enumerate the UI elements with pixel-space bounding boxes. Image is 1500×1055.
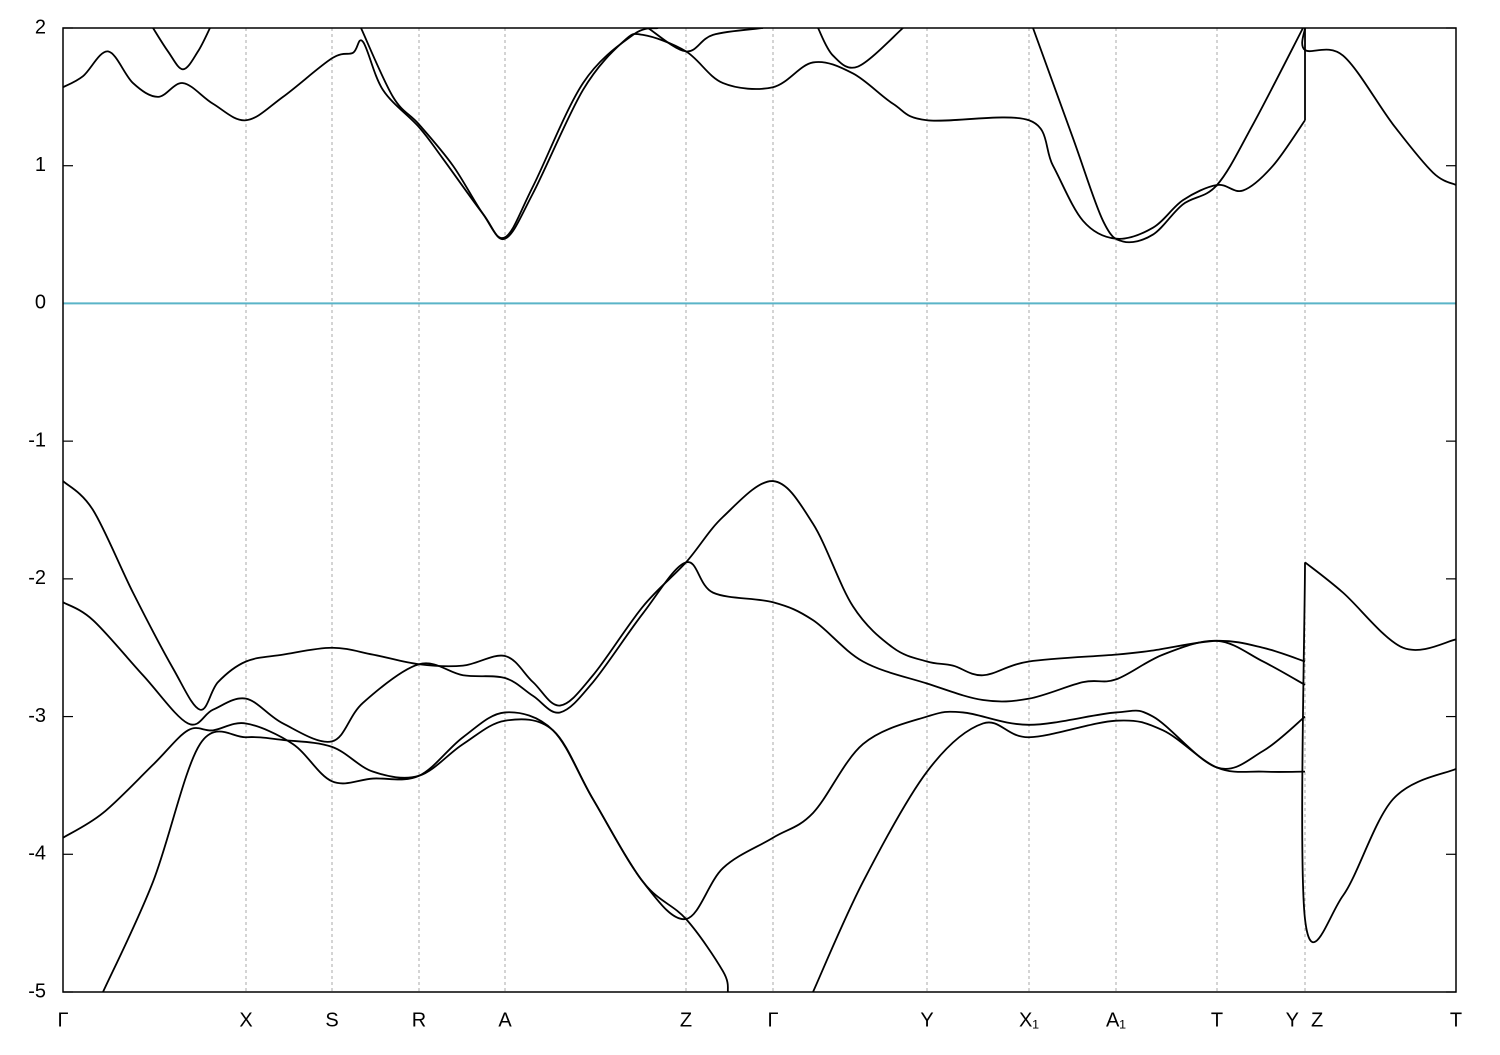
band-line	[63, 561, 1306, 743]
x-tick-label: Γ	[57, 1009, 68, 1031]
band-line	[1304, 561, 1456, 651]
band-line	[817, 28, 904, 69]
band-line	[102, 718, 729, 992]
y-tick-label: 2	[35, 16, 46, 38]
x-tick-label: Y	[920, 1009, 933, 1031]
x-tick-label: R	[412, 1009, 426, 1031]
y-tick-label: 1	[35, 154, 46, 176]
x-tick-label: S	[325, 1009, 338, 1031]
band-line	[63, 480, 1306, 711]
y-tick-label: 0	[35, 292, 46, 314]
x-tick-label: T	[1211, 1009, 1223, 1031]
band-line	[63, 33, 1306, 241]
x-tick-label: Γ	[767, 1009, 778, 1031]
y-tick-label: -4	[28, 843, 46, 865]
x-tick-label: A	[498, 1009, 512, 1031]
y-tick-label: -5	[28, 980, 46, 1002]
band-line	[812, 719, 1306, 992]
band-line	[152, 28, 211, 71]
plot-frame	[62, 27, 1457, 993]
x-tick-label: T	[1450, 1009, 1462, 1031]
bands	[63, 28, 1456, 992]
band-line	[1032, 28, 1304, 244]
band-line	[360, 28, 659, 239]
x-tick-label: Z	[680, 1009, 692, 1031]
x-tick-label: A₁	[1106, 1009, 1126, 1031]
y-tick-label: -1	[28, 429, 46, 451]
band-line	[1301, 562, 1456, 943]
x-tick-label: X₁	[1019, 1009, 1039, 1031]
y-tick-label: -3	[28, 705, 46, 727]
x-tick-label: Z	[1311, 1009, 1323, 1031]
x-tick-label: Y	[1286, 1009, 1299, 1031]
y-tick-label: -2	[28, 567, 46, 589]
tick-labels: 210-1-2-3-4-5Γ X S R A Z Γ Y X₁ A₁ T Y Z T	[28, 16, 1462, 1031]
band-line	[647, 28, 764, 53]
x-tick-label: X	[239, 1009, 252, 1031]
